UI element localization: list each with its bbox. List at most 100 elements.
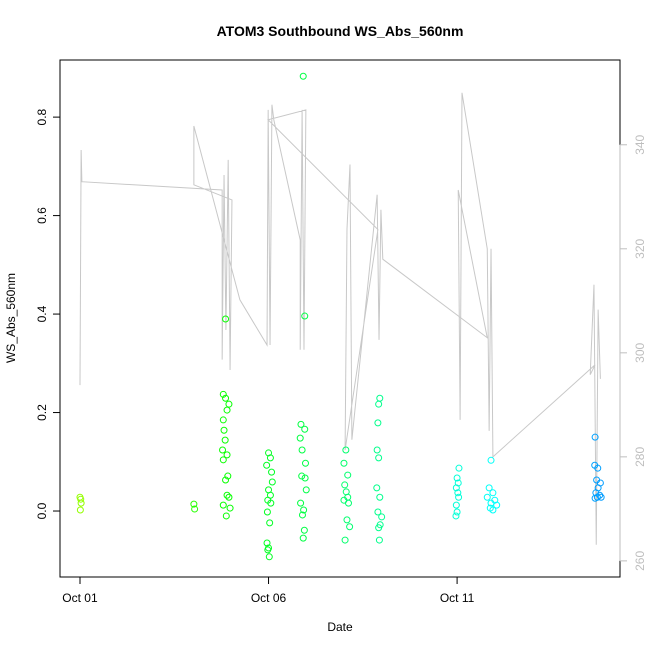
data-point — [373, 484, 381, 492]
data-point — [222, 476, 230, 484]
data-point — [190, 500, 198, 508]
y2-tick-label: 280 — [633, 447, 647, 467]
data-point — [300, 526, 308, 534]
y-tick-label: 0.0 — [35, 502, 49, 519]
data-point — [191, 505, 199, 513]
data-point — [340, 459, 348, 467]
scatter-points — [76, 72, 605, 561]
data-point — [452, 501, 460, 509]
data-point — [455, 493, 463, 501]
data-point — [344, 471, 352, 479]
y2-tick-label: 260 — [633, 551, 647, 571]
data-point — [453, 508, 461, 516]
data-point — [376, 394, 384, 402]
data-point — [298, 511, 306, 519]
data-point — [298, 446, 306, 454]
data-point — [483, 493, 491, 501]
data-point — [597, 493, 605, 501]
data-point — [300, 506, 308, 514]
data-point — [374, 508, 382, 516]
y-tick-label: 0.8 — [35, 108, 49, 125]
axes: Oct 01 Oct 06 Oct 11 0.0 0.2 0.4 0.6 0.8 260 280 3… — [35, 108, 647, 605]
data-point — [221, 436, 229, 444]
x-axis-label: Date — [327, 620, 353, 634]
data-point — [77, 499, 85, 507]
data-point — [226, 504, 234, 512]
data-point — [374, 419, 382, 427]
data-point — [489, 489, 497, 497]
data-point — [222, 315, 230, 323]
data-point — [485, 484, 493, 492]
data-point — [220, 426, 228, 434]
data-point — [346, 523, 354, 531]
data-point — [268, 468, 276, 476]
data-point — [267, 499, 275, 507]
data-point — [299, 72, 307, 80]
data-point — [298, 472, 306, 480]
y-tick-label: 0.4 — [35, 305, 49, 322]
y-tick-label: 0.6 — [35, 207, 49, 224]
data-point — [301, 474, 309, 482]
data-point — [222, 394, 230, 402]
data-point — [301, 425, 309, 433]
data-point — [297, 499, 305, 507]
data-point — [263, 539, 271, 547]
y-axis-label: WS_Abs_560nm — [4, 273, 18, 363]
data-point — [455, 464, 463, 472]
data-point — [219, 456, 227, 464]
data-point — [224, 472, 232, 480]
data-point — [343, 516, 351, 524]
line-series — [79, 92, 601, 545]
data-point — [594, 464, 602, 472]
data-point — [452, 512, 460, 520]
data-point — [344, 499, 352, 507]
data-point — [265, 553, 273, 561]
data-point — [375, 524, 383, 532]
y2-tick-label: 320 — [633, 238, 647, 258]
data-point — [296, 434, 304, 442]
data-point — [487, 456, 495, 464]
data-point — [297, 420, 305, 428]
data-point — [341, 536, 349, 544]
data-point — [373, 446, 381, 454]
x-tick-label: Oct 01 — [62, 591, 98, 605]
data-point — [375, 454, 383, 462]
data-point — [266, 454, 274, 462]
data-point — [266, 519, 274, 527]
data-point — [223, 406, 231, 414]
data-point — [342, 446, 350, 454]
data-point — [591, 433, 599, 441]
data-point — [591, 494, 599, 502]
secondary-line-series — [79, 92, 601, 545]
data-point — [219, 390, 227, 398]
data-point — [219, 501, 227, 509]
data-point — [219, 446, 227, 454]
x-tick-label: Oct 06 — [251, 591, 287, 605]
data-point — [301, 312, 309, 320]
data-point — [454, 489, 462, 497]
data-point — [219, 416, 227, 424]
data-point — [378, 513, 386, 521]
data-point — [376, 493, 384, 501]
data-point — [301, 459, 309, 467]
plot-frame — [59, 59, 621, 578]
data-point — [493, 501, 501, 509]
data-point — [375, 536, 383, 544]
x-tick-label: Oct 11 — [440, 591, 475, 605]
data-point — [225, 493, 233, 501]
data-point — [222, 512, 230, 520]
data-point — [299, 534, 307, 542]
data-point — [453, 474, 461, 482]
data-point — [76, 506, 84, 514]
data-point — [77, 495, 85, 503]
data-point — [263, 461, 271, 469]
chart-title: ATOM3 Southbound WS_Abs_560nm — [217, 23, 464, 39]
data-point — [263, 508, 271, 516]
data-point — [223, 491, 231, 499]
y2-tick-label: 340 — [633, 134, 647, 154]
data-point — [302, 486, 310, 494]
y2-tick-label: 300 — [633, 342, 647, 362]
data-point — [375, 400, 383, 408]
